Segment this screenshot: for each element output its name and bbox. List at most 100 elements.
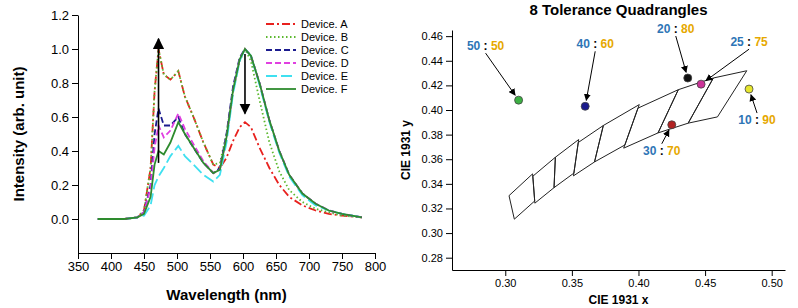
x-axis-line (79, 253, 376, 254)
x-axis-tick: 450 (134, 253, 156, 274)
x-axis-tick: 800 (365, 253, 387, 274)
x-axis-tick-label: 0.35 (562, 277, 583, 289)
x-axis-tick-mark (177, 253, 178, 259)
y-axis-tick-mark (446, 184, 452, 185)
x-axis: 350400450500550600650700750800 (68, 253, 387, 274)
y-axis-tick: 0.28 (422, 252, 452, 264)
legend-label: Device. F (301, 83, 348, 95)
legend-swatch (266, 62, 296, 64)
series-line (98, 49, 362, 219)
point-label-part: : (744, 35, 755, 49)
y-axis-tick-mark (446, 258, 452, 259)
x-axis: 0.300.350.400.450.50 (453, 270, 786, 289)
y-axis-title: Intensity (arb. unit) (10, 66, 27, 201)
point-label: 25 : 75 (730, 35, 768, 49)
x-axis-tick-label: 700 (299, 259, 321, 274)
y-axis-tick-mark (72, 49, 78, 50)
y-axis-tick: 0.8 (51, 76, 78, 91)
y-axis-line (78, 16, 79, 254)
point-label-part: : (480, 39, 491, 53)
point-label-part: 60 (601, 37, 615, 51)
point-label: 30 : 70 (643, 144, 681, 158)
point-label-part: 50 (491, 39, 505, 53)
series-line (98, 49, 362, 219)
x-axis-tick: 0.30 (495, 270, 516, 289)
y-axis-tick-label: 0.0 (51, 212, 69, 227)
quadrangle (624, 90, 679, 148)
x-axis-tick-label: 550 (200, 259, 222, 274)
spectrum-chart: 3504004505005506006507007508000.00.20.40… (10, 8, 386, 303)
label-arrow (751, 95, 757, 113)
y-axis-tick-label: 0.42 (422, 79, 443, 91)
series-line (98, 49, 362, 219)
y-axis-tick-mark (72, 83, 78, 84)
quadrangle (533, 157, 556, 203)
y-axis: 0.00.20.40.60.81.01.2 (51, 8, 79, 254)
point-label: 40 : 60 (577, 37, 615, 51)
point-label-part: 50 (467, 39, 481, 53)
point-label-part: 80 (681, 22, 695, 36)
x-axis-tick-label: 750 (332, 259, 354, 274)
point-label: 20 : 80 (657, 22, 695, 36)
y-axis-tick-mark (72, 117, 78, 118)
y-axis-tick: 0.46 (422, 30, 452, 42)
y-axis-tick: 1.2 (51, 8, 78, 23)
y-axis-tick: 0.4 (51, 144, 78, 159)
x-axis-tick-mark (276, 253, 277, 259)
point-label-part: 20 (657, 22, 671, 36)
legend-swatch (266, 36, 296, 38)
x-axis-tick: 600 (233, 253, 255, 274)
x-axis-tick: 700 (299, 253, 321, 274)
y-axis-tick-mark (72, 185, 78, 186)
y-axis-tick: 1.0 (51, 42, 78, 57)
legend-item: Device. E (266, 70, 348, 82)
legend-item: Device. D (266, 57, 349, 69)
x-axis-tick-label: 350 (68, 259, 90, 274)
y-axis-tick-mark (446, 159, 452, 160)
point-label-part: 40 (577, 37, 591, 51)
legend-label: Device. B (301, 31, 348, 43)
y-axis-tick: 0.42 (422, 79, 452, 91)
y-axis-tick-label: 0.32 (422, 202, 443, 214)
y-axis-tick-mark (72, 219, 78, 220)
y-axis-tick: 0.36 (422, 153, 452, 165)
x-axis-tick: 750 (332, 253, 354, 274)
x-axis-tick-label: 0.45 (695, 277, 716, 289)
y-axis-tick-label: 1.2 (51, 8, 69, 23)
y-axis-tick-mark (72, 15, 78, 16)
x-axis-tick-label: 500 (167, 259, 189, 274)
legend-label: Device. E (301, 70, 348, 82)
arrow (158, 39, 160, 163)
quadrangle (554, 140, 579, 188)
x-axis-tick: 550 (200, 253, 222, 274)
chart-title: 8 Tolerance Quadrangles (529, 1, 707, 18)
x-axis-title: Wavelength (nm) (166, 286, 286, 303)
x-axis-tick-mark (375, 253, 376, 259)
legend-item: Device. C (266, 44, 349, 56)
quadrangle (658, 78, 713, 133)
x-axis-tick-mark (309, 253, 310, 259)
y-axis-tick: 0.34 (422, 178, 452, 190)
y-axis-tick-label: 0.28 (422, 252, 443, 264)
y-axis-tick-mark (72, 151, 78, 152)
x-axis-tick-mark (210, 253, 211, 259)
point-labels: 50 : 50 40 : 60 20 : 80 25 : 75 30 : 70 10 : … (467, 22, 776, 158)
y-axis-tick: 0.0 (51, 212, 78, 227)
x-axis-tick: 0.50 (761, 270, 782, 289)
legend-swatch (266, 49, 296, 51)
y-axis-tick-label: 0.4 (51, 144, 69, 159)
label-arrow (486, 53, 516, 95)
x-axis-tick-label: 650 (266, 259, 288, 274)
point-label-part: 10 (738, 113, 752, 127)
y-axis-tick-mark (446, 61, 452, 62)
point-label: 10 : 90 (738, 113, 776, 127)
y-axis-tick-mark (446, 36, 452, 37)
point-label-part: : (656, 144, 667, 158)
x-axis-tick-label: 450 (134, 259, 156, 274)
y-axis-line (452, 31, 453, 271)
x-axis-title: CIE 1931 x (588, 293, 648, 307)
arrows (159, 39, 245, 163)
point-label-part: 30 (643, 144, 657, 158)
point-label-part: 75 (754, 35, 768, 49)
y-axis-tick: 0.32 (422, 202, 452, 214)
